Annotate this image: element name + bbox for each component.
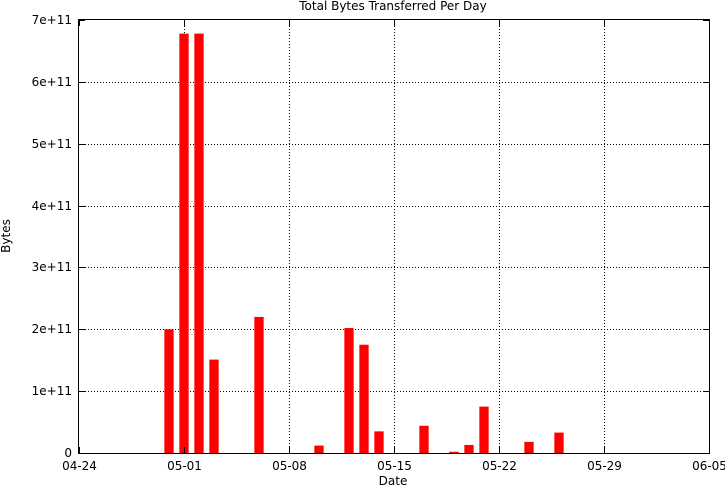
bar [419, 425, 429, 453]
chart-title: Total Bytes Transferred Per Day [298, 0, 487, 13]
bars-layer [164, 33, 564, 454]
y-tick-label: 1e+11 [32, 384, 72, 398]
y-tick-label: 5e+11 [32, 137, 72, 151]
bar [209, 359, 219, 453]
bar [479, 406, 489, 453]
x-tick-label: 05-15 [377, 459, 412, 473]
y-tick-label: 7e+11 [32, 13, 72, 27]
bar [254, 316, 264, 453]
ticks-layer: 0 1e+11 2e+11 3e+11 4e+11 5e+11 6e+11 7e+11 04-2… [32, 13, 725, 473]
bar [164, 329, 174, 453]
bar [359, 344, 369, 453]
bar [464, 444, 474, 453]
bar [314, 445, 324, 453]
bar [374, 431, 384, 453]
bar [179, 33, 189, 454]
x-tick-label: 05-22 [482, 459, 517, 473]
y-tick-label: 4e+11 [32, 199, 72, 213]
bar [524, 441, 534, 453]
y-tick-label: 3e+11 [32, 260, 72, 274]
x-tick-label: 05-08 [272, 459, 307, 473]
bar [449, 451, 459, 453]
x-tick-label: 04-24 [62, 459, 97, 473]
x-tick-label: 05-01 [167, 459, 202, 473]
bar [194, 33, 204, 454]
x-axis-label: Date [379, 474, 408, 486]
plot-frame [78, 19, 710, 454]
y-tick-label: 0 [64, 446, 72, 460]
bar [554, 432, 564, 453]
bar [344, 328, 354, 453]
y-axis-label: Bytes [0, 219, 13, 253]
x-tick-label: 05-29 [587, 459, 622, 473]
x-tick-label: 06-05 [692, 459, 725, 473]
y-tick-label: 6e+11 [32, 75, 72, 89]
y-tick-label: 2e+11 [32, 322, 72, 336]
